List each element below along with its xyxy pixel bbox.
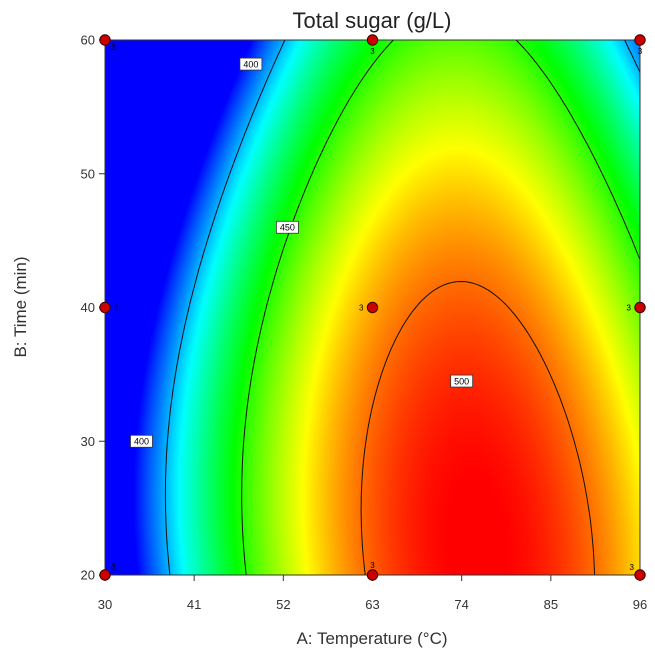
contour-line-450 [241, 40, 640, 575]
contour-label: 450 [275, 220, 299, 234]
contour-line-500 [360, 281, 595, 575]
replicate-count: 3 [114, 304, 119, 313]
design-points: 3 3 3 3 3 3 3 3 3 [99, 34, 646, 581]
y-tick-label: 40 [81, 300, 95, 315]
design-point [99, 34, 111, 46]
replicate-count: 3 [630, 563, 635, 572]
contour-label: 500 [450, 374, 474, 388]
svg-text:450: 450 [280, 222, 295, 232]
x-axis: 30 41 52 63 74 85 96 [98, 575, 647, 612]
y-tick-label: 30 [81, 434, 95, 449]
x-tick-label: 85 [544, 597, 558, 612]
contour-lines [164, 40, 640, 575]
contour-line-400 [164, 40, 640, 575]
replicate-count: 3 [111, 43, 116, 52]
replicate-count: 3 [638, 47, 643, 56]
design-point [366, 301, 379, 314]
y-axis-label: B: Time (min) [11, 256, 30, 357]
x-tick-label: 52 [276, 597, 290, 612]
design-point [99, 301, 111, 314]
design-point [99, 569, 111, 581]
y-tick-label: 20 [81, 568, 95, 583]
x-tick-label: 96 [633, 597, 647, 612]
y-tick-label: 60 [81, 33, 95, 48]
replicate-count: 3 [370, 561, 375, 570]
svg-text:500: 500 [454, 376, 469, 386]
contour-labels: 400 400 450 500 [130, 57, 474, 448]
replicate-count: 3 [370, 47, 375, 56]
svg-text:400: 400 [243, 59, 258, 69]
contour-label: 400 [130, 434, 153, 448]
replicate-count: 3 [359, 304, 364, 313]
design-point [634, 34, 646, 46]
x-tick-label: 41 [187, 597, 201, 612]
svg-text:400: 400 [134, 436, 149, 446]
design-point [366, 34, 379, 46]
x-axis-label: A: Temperature (°C) [296, 629, 447, 648]
design-point [634, 301, 646, 314]
chart-title: Total sugar (g/L) [293, 8, 452, 33]
x-tick-label: 63 [365, 597, 379, 612]
design-point [634, 569, 646, 581]
design-point [366, 569, 379, 581]
replicate-count: 3 [111, 563, 116, 572]
y-axis: 20 30 40 50 60 [81, 33, 105, 583]
x-tick-label: 30 [98, 597, 112, 612]
y-tick-label: 50 [81, 166, 95, 181]
replicate-count: 3 [627, 304, 632, 313]
x-tick-label: 74 [454, 597, 468, 612]
contour-label: 400 [239, 57, 263, 71]
